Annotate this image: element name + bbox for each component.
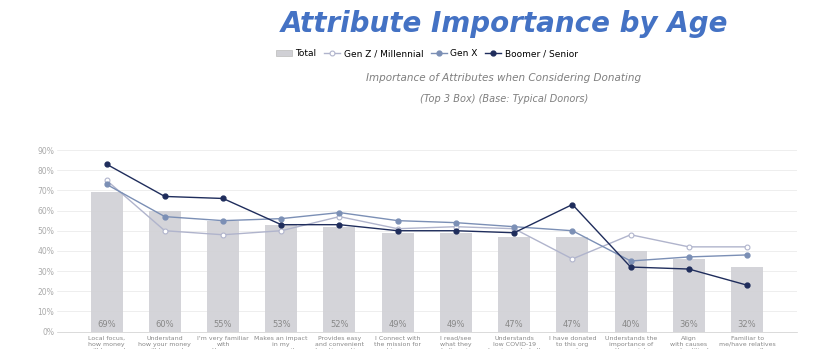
Text: 32%: 32% (737, 320, 756, 328)
Text: (Top 3 Box) (Base: Typical Donors): (Top 3 Box) (Base: Typical Donors) (420, 94, 588, 104)
Bar (207, 221, 239, 332)
Bar (265, 225, 298, 332)
Bar (673, 259, 705, 332)
Text: Attribute Importance by Age: Attribute Importance by Age (280, 10, 728, 38)
Text: 40%: 40% (621, 320, 640, 328)
Bar (324, 227, 355, 332)
Bar (498, 237, 530, 332)
Bar (90, 192, 123, 332)
Bar (440, 233, 472, 332)
Text: 60%: 60% (155, 320, 174, 328)
Text: Importance of Attributes when Considering Donating: Importance of Attributes when Considerin… (367, 73, 641, 83)
Bar (149, 210, 180, 332)
Text: 47%: 47% (563, 320, 582, 328)
Bar (556, 237, 589, 332)
Text: 55%: 55% (214, 320, 233, 328)
Legend: Total, Gen Z / Millennial, Gen X, Boomer / Senior: Total, Gen Z / Millennial, Gen X, Boomer… (272, 46, 581, 62)
Text: 49%: 49% (389, 320, 407, 328)
Text: 69%: 69% (98, 320, 116, 328)
Bar (731, 267, 763, 332)
Text: 47%: 47% (505, 320, 524, 328)
Text: 52%: 52% (330, 320, 349, 328)
Bar (615, 251, 646, 332)
Text: 49%: 49% (446, 320, 465, 328)
Bar (381, 233, 414, 332)
Text: 53%: 53% (272, 320, 290, 328)
Text: 36%: 36% (680, 320, 698, 328)
